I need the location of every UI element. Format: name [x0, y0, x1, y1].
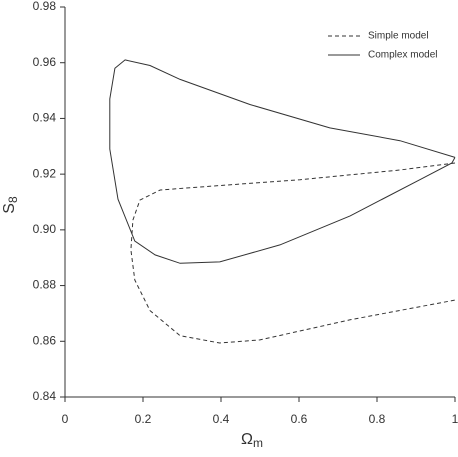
y-tick-label: 0.86 [33, 333, 57, 347]
x-tick-label: 0 [62, 412, 69, 426]
y-label-main: S [1, 203, 18, 214]
y-tick-label: 0.94 [33, 111, 57, 125]
x-tick-label: 1 [452, 412, 458, 426]
x-label-sub: m [253, 436, 263, 450]
x-tick-label: 0.6 [291, 412, 308, 426]
legend-label: Complex model [368, 50, 437, 61]
x-axis-label: Ωm [241, 431, 263, 450]
y-tick-label: 0.92 [33, 166, 57, 180]
x-tick-label: 0.8 [369, 412, 386, 426]
y-tick-label: 0.96 [33, 55, 57, 69]
series-line [130, 162, 456, 344]
series-line [109, 59, 456, 264]
x-label-main: Ω [241, 431, 253, 448]
y-tick-label: 0.88 [33, 278, 57, 292]
y-label-sub: 8 [6, 196, 20, 203]
y-tick-label: 0.90 [33, 222, 57, 236]
y-axis-label: S8 [1, 196, 20, 214]
legend-label: Simple model [368, 31, 429, 42]
y-tick-label: 0.98 [33, 0, 57, 13]
y-tick-label: 0.84 [33, 389, 57, 403]
x-tick-label: 0.2 [135, 412, 152, 426]
x-tick-label: 0.4 [213, 412, 230, 426]
